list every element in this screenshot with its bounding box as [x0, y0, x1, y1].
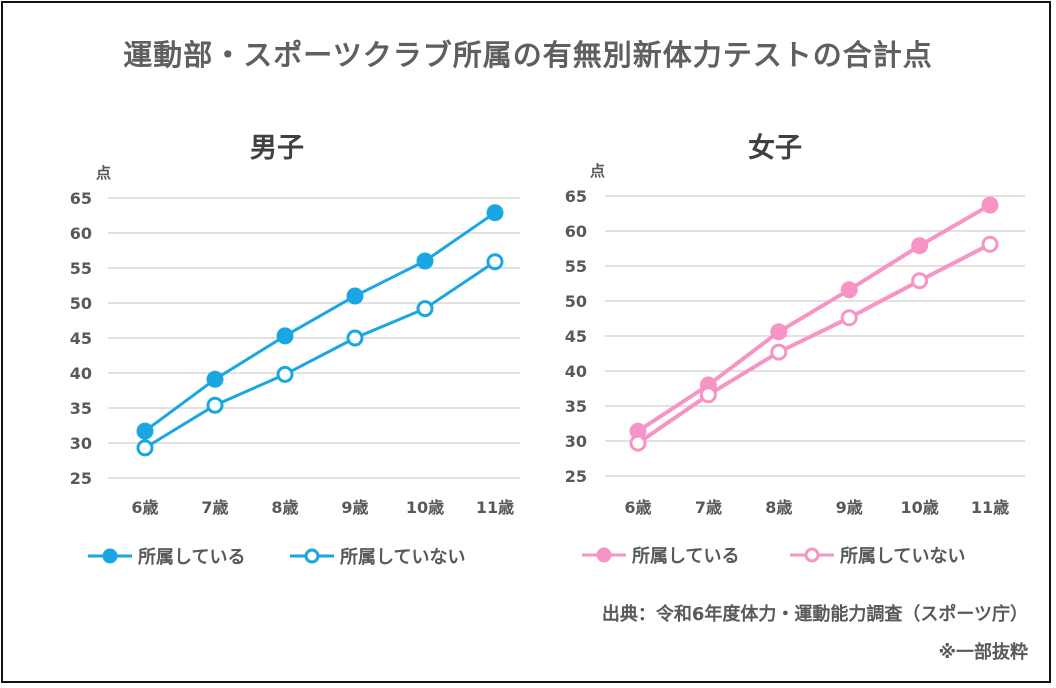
girls-y-tick-label: 35 — [565, 397, 587, 416]
boys-data-point — [486, 253, 504, 271]
boys-x-tick-label: 7歳 — [201, 498, 228, 517]
girls-data-point — [629, 434, 647, 452]
boys-y-tick-label: 40 — [70, 364, 92, 383]
girls-data-point — [911, 272, 929, 290]
boys-y-tick-label: 30 — [70, 434, 92, 453]
girls-data-point — [981, 235, 999, 253]
girls-y-tick-label: 60 — [565, 222, 587, 241]
girls-series-line-1 — [636, 242, 991, 445]
chart-title-boys: 男子 — [250, 133, 304, 164]
boys-y-tick-label: 50 — [70, 294, 92, 313]
girls-data-point — [840, 281, 858, 299]
boys-data-point — [346, 287, 364, 305]
girls-legend-marker — [596, 547, 612, 563]
boys-data-point — [486, 204, 504, 222]
boys-data-point — [276, 327, 294, 345]
boys-y-tick-label: 60 — [70, 224, 92, 243]
boys-y-tick-label: 35 — [70, 399, 92, 418]
girls-x-tick-label: 10歳 — [900, 498, 938, 517]
note-text: ※一部抜粋 — [938, 642, 1029, 663]
girls-y-tick-label: 40 — [565, 362, 587, 381]
girls-y-tick-label: 30 — [565, 432, 587, 451]
girls-data-point — [770, 323, 788, 341]
girls-series-line-0 — [636, 203, 991, 433]
girls-x-tick-label: 6歳 — [624, 498, 651, 517]
girls-data-point — [699, 386, 717, 404]
boys-series-line-1 — [144, 260, 496, 450]
boys-legend-marker — [102, 548, 118, 564]
boys-y-tick-label: 45 — [70, 329, 92, 348]
girls-x-tick-label: 11歳 — [971, 498, 1009, 517]
girls-data-point — [911, 237, 929, 255]
boys-y-tick-label: 25 — [70, 469, 92, 488]
figure-title: 運動部・スポーツクラブ所属の有無別新体力テストの合計点 — [123, 38, 933, 72]
boys-y-tick-label: 65 — [70, 189, 92, 208]
boys-legend-label: 所属していない — [340, 547, 465, 568]
boys-x-tick-label: 11歳 — [476, 498, 514, 517]
boys-y-tick-label: 55 — [70, 259, 92, 278]
girls-data-point — [840, 309, 858, 327]
boys-data-point — [136, 439, 154, 457]
girls-y-tick-label: 55 — [565, 257, 587, 276]
girls-x-tick-label: 9歳 — [836, 498, 863, 517]
boys-data-point — [276, 365, 294, 383]
boys-series-line-0 — [144, 211, 496, 433]
boys-data-point — [206, 370, 224, 388]
boys-x-tick-label: 6歳 — [131, 498, 158, 517]
source-text: 出典：令和6年度体力・運動能力調査（スポーツ庁） — [601, 604, 1028, 625]
chart-title-girls: 女子 — [748, 133, 802, 164]
boys-x-tick-label: 8歳 — [271, 498, 298, 517]
boys-data-point — [346, 329, 364, 347]
boys-legend-label: 所属している — [138, 547, 245, 568]
girls-y-tick-label: 50 — [565, 292, 587, 311]
boys-data-point — [416, 252, 434, 270]
girls-y-tick-label: 25 — [565, 467, 587, 486]
boys-x-tick-label: 10歳 — [406, 498, 444, 517]
boys-y-axis-label: 点 — [96, 164, 111, 182]
girls-legend-label: 所属している — [632, 546, 739, 567]
girls-x-tick-label: 7歳 — [695, 498, 722, 517]
boys-data-point — [136, 422, 154, 440]
girls-legend-marker — [804, 547, 820, 563]
girls-y-tick-label: 65 — [565, 187, 587, 206]
boys-x-tick-label: 9歳 — [341, 498, 368, 517]
girls-x-tick-label: 8歳 — [765, 498, 792, 517]
boys-data-point — [416, 300, 434, 318]
girls-y-tick-label: 45 — [565, 327, 587, 346]
boys-legend-marker — [304, 548, 320, 564]
girls-data-point — [629, 422, 647, 440]
girls-data-point — [770, 343, 788, 361]
boys-data-point — [206, 396, 224, 414]
girls-data-point — [981, 196, 999, 214]
girls-y-axis-label: 点 — [590, 162, 605, 180]
girls-legend-label: 所属していない — [840, 546, 965, 567]
